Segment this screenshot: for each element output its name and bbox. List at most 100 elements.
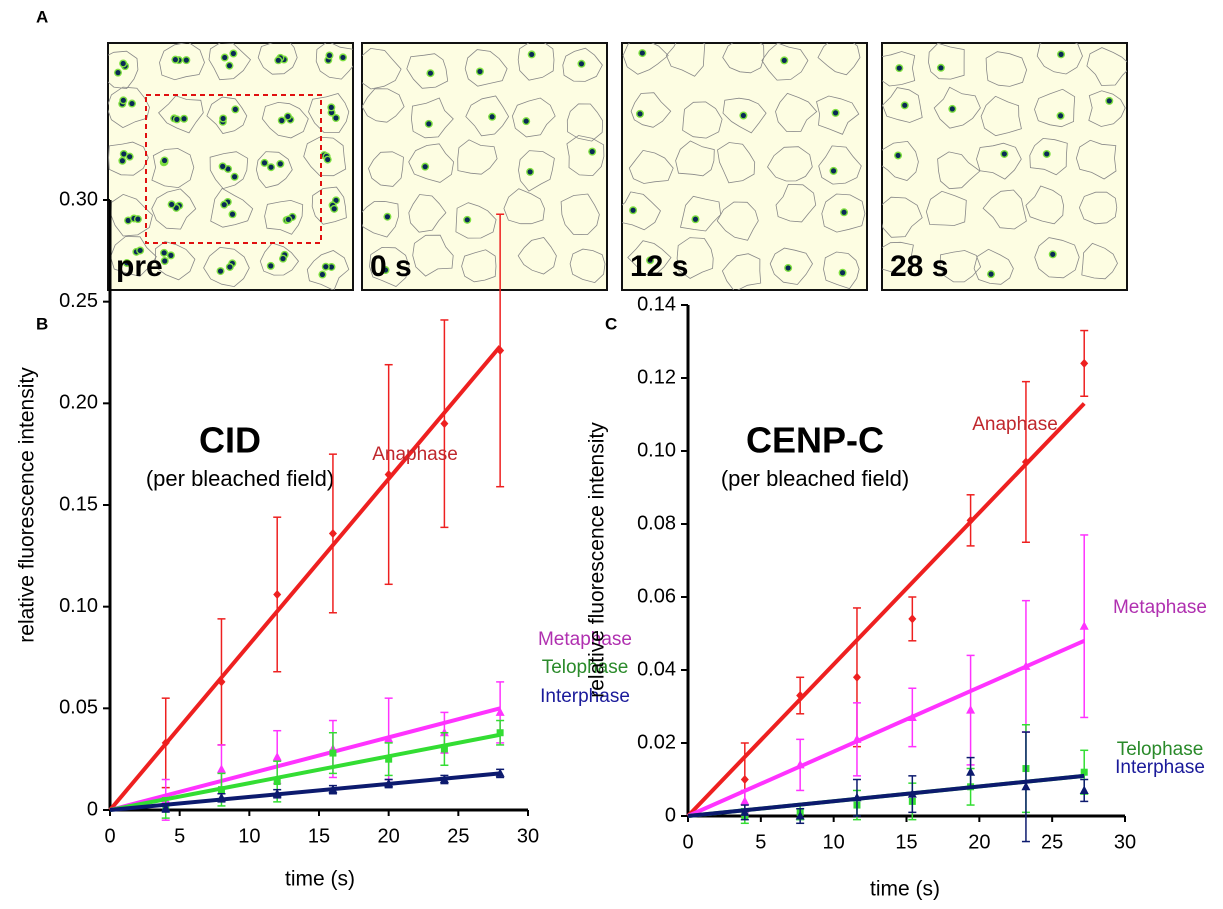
data-point — [852, 672, 861, 682]
centromere — [832, 110, 839, 116]
cell-outline — [1036, 43, 1083, 75]
cell-outline — [628, 149, 674, 184]
y-tick-label: 0 — [87, 798, 98, 820]
cells — [108, 43, 353, 290]
centromere — [268, 164, 274, 170]
cell-outline — [264, 199, 304, 235]
cell-outline — [722, 43, 765, 74]
centromere — [333, 115, 339, 121]
series-label: Interphase — [540, 686, 630, 707]
cell-outline — [1078, 191, 1118, 225]
data-point — [216, 764, 226, 773]
centromere — [169, 201, 175, 208]
cells — [362, 43, 606, 287]
x-tick-label: 30 — [1114, 831, 1136, 853]
centromere — [323, 264, 329, 270]
centromere — [127, 154, 133, 160]
micrograph-frame — [881, 42, 1128, 291]
cell-outline — [622, 191, 661, 231]
centromere — [161, 250, 167, 256]
micrograph-frame — [621, 42, 868, 291]
x-tick-label: 25 — [447, 825, 469, 847]
panel-label: C — [605, 314, 617, 333]
centromere — [325, 156, 331, 163]
centromere — [124, 260, 130, 266]
centromere — [174, 116, 180, 122]
centromere — [902, 102, 908, 108]
centromere — [125, 217, 131, 224]
centromere — [896, 65, 902, 71]
x-tick-label: 5 — [755, 831, 766, 853]
series-label: Telophase — [1117, 739, 1204, 760]
centromere — [181, 116, 187, 122]
y-tick-label: 0.12 — [637, 366, 676, 388]
cell-outline — [767, 146, 813, 182]
centromere — [1001, 151, 1007, 157]
cell-outline — [518, 150, 555, 192]
series-label: Telophase — [542, 657, 629, 678]
cell-outline — [675, 140, 715, 177]
data-point — [440, 745, 448, 753]
x-tick-label: 5 — [174, 825, 185, 847]
cell-outline — [311, 186, 347, 225]
cell-outline — [882, 87, 923, 123]
cell-outline — [408, 194, 447, 233]
cell-outline — [817, 43, 861, 76]
x-tick-label: 0 — [682, 831, 693, 853]
centromere — [172, 57, 178, 63]
centromere — [121, 151, 127, 157]
cell-outline — [882, 241, 914, 276]
cell-outline — [1034, 88, 1076, 128]
cell-outline — [665, 43, 706, 77]
cell-outline — [368, 151, 404, 187]
micrograph: 28 s — [881, 42, 1128, 291]
fit-line — [109, 706, 501, 812]
image-label: 12 s — [630, 250, 688, 283]
centromere — [384, 214, 391, 220]
data-point — [384, 470, 393, 479]
cell-outline — [306, 250, 350, 290]
centromere — [630, 207, 636, 213]
image-label: pre — [116, 250, 163, 283]
data-point — [273, 589, 282, 599]
cell-outline — [1034, 237, 1080, 279]
data-point — [1021, 781, 1031, 791]
data-point — [272, 752, 282, 761]
cell-outline — [315, 43, 353, 80]
chart-title: CENP-C — [746, 420, 884, 461]
cell-outline — [775, 183, 817, 223]
cell-outline — [151, 148, 195, 189]
centromere — [217, 268, 224, 274]
centromere — [464, 217, 470, 223]
centromere — [161, 157, 168, 164]
data-point — [1079, 785, 1089, 794]
y-tick-label: 0.20 — [59, 392, 98, 414]
cell-outline — [154, 241, 196, 281]
cell-outline — [682, 101, 723, 139]
data-point — [329, 749, 337, 757]
cell-outline — [464, 49, 508, 87]
y-tick-label: 0 — [665, 804, 676, 826]
centromere — [221, 202, 227, 208]
cell-outline — [566, 135, 605, 177]
y-axis-label: relative fluorescence intensity — [16, 367, 39, 643]
cell-outline — [203, 246, 250, 288]
centromere — [422, 164, 428, 170]
cell-outline — [562, 47, 603, 82]
cell-outline — [630, 92, 672, 128]
cell-outline — [303, 136, 347, 177]
y-tick-label: 0.10 — [637, 439, 676, 461]
x-tick-label: 0 — [104, 825, 115, 847]
data-point — [795, 759, 805, 769]
cell-outline — [566, 103, 604, 142]
series-label: Metaphase — [1113, 597, 1207, 618]
centromere — [119, 158, 125, 164]
data-point — [217, 677, 226, 687]
cell-outline — [369, 246, 410, 287]
centromere — [232, 174, 238, 180]
cell-outline — [976, 142, 1022, 180]
centromere — [841, 209, 847, 215]
cell-outline — [933, 86, 981, 129]
cells — [882, 43, 1127, 285]
